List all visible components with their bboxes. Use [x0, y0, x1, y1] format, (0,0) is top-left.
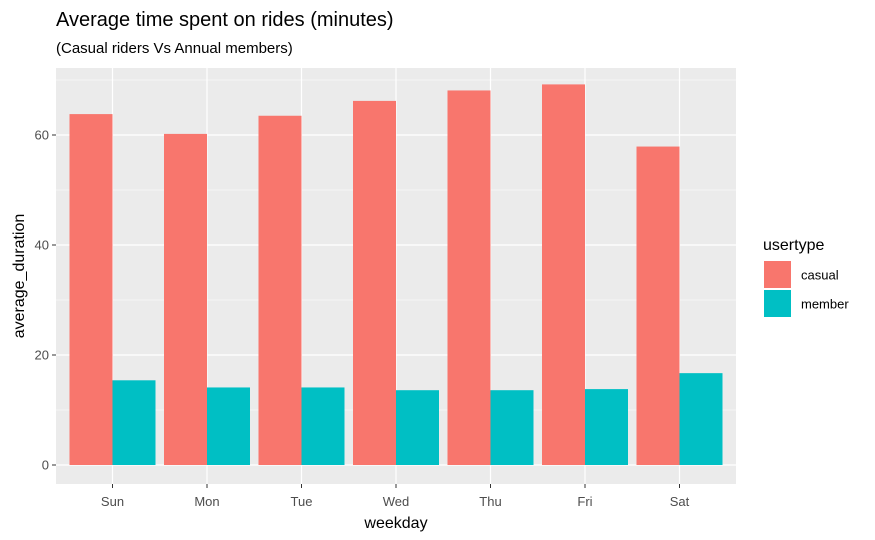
bar-member-tue: [301, 387, 345, 465]
x-tick-label: Tue: [291, 494, 313, 509]
legend-label-member: member: [801, 297, 849, 312]
bar-casual-mon: [164, 133, 207, 465]
x-tick-label: Fri: [577, 494, 592, 509]
bar-casual-tue: [258, 115, 302, 465]
x-axis: Sun Mon Tue Wed Thu Fri Sat: [101, 484, 690, 509]
x-tick-label: Wed: [383, 494, 410, 509]
y-axis-title: average_duration: [11, 214, 28, 339]
legend: usertype casual member: [763, 237, 849, 317]
bar-member-fri: [585, 389, 628, 465]
bars: [69, 84, 723, 466]
chart-subtitle: (Casual riders Vs Annual members): [56, 40, 293, 57]
legend-label-casual: casual: [801, 268, 839, 283]
y-tick-label: 60: [35, 128, 49, 143]
legend-swatch-member: [764, 290, 791, 317]
legend-swatch-casual: [764, 261, 791, 288]
bar-member-mon: [207, 387, 250, 465]
x-tick-label: Sat: [670, 494, 690, 509]
x-axis-title: weekday: [363, 515, 427, 532]
x-tick-label: Sun: [101, 494, 124, 509]
bar-member-wed: [396, 390, 439, 465]
bar-casual-thu: [447, 90, 491, 465]
bar-casual-fri: [542, 84, 585, 466]
y-tick-label: 0: [42, 458, 49, 473]
y-tick-label: 40: [35, 238, 49, 253]
y-tick-label: 20: [35, 348, 49, 363]
bar-member-thu: [490, 390, 534, 465]
bar-casual-sat: [636, 146, 680, 466]
bar-casual-wed: [353, 100, 396, 466]
legend-title: usertype: [763, 237, 824, 254]
x-tick-label: Thu: [479, 494, 501, 509]
chart-title: Average time spent on rides (minutes): [56, 9, 394, 31]
x-tick-label: Mon: [194, 494, 219, 509]
bar-member-sat: [679, 373, 723, 465]
bar-casual-sun: [69, 114, 113, 465]
y-axis: 0 20 40 60: [35, 128, 56, 473]
bar-member-sun: [112, 380, 156, 465]
